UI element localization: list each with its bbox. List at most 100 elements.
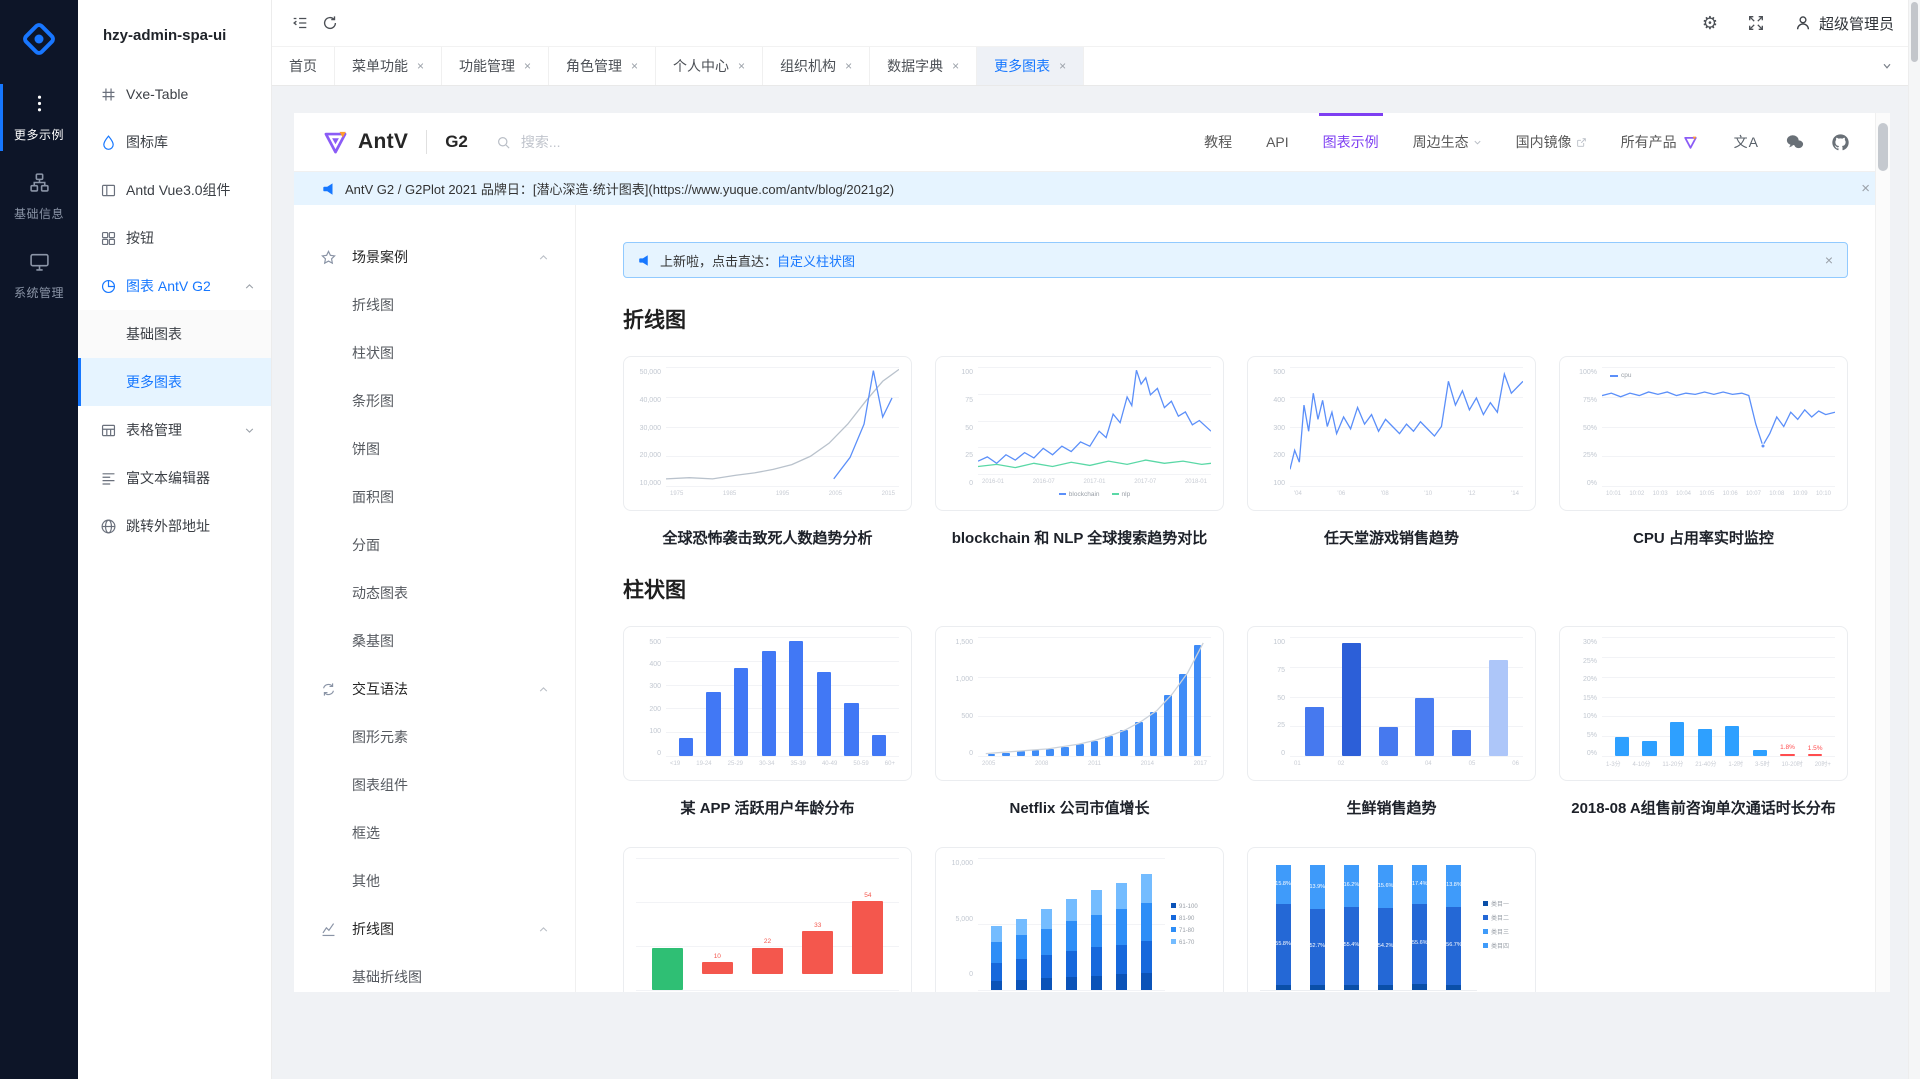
sidebar-item-antd-vue[interactable]: Antd Vue3.0组件 (78, 166, 271, 214)
sidebar-item-external-link[interactable]: 跳转外部地址 (78, 502, 271, 550)
chart-caption[interactable]: 某 APP 活跃用户年龄分布 (680, 800, 855, 817)
sidebar-item-label: 跳转外部地址 (126, 518, 210, 534)
sidebar-item-table-manage[interactable]: 表格管理 (78, 406, 271, 454)
tab-close-icon[interactable]: × (417, 59, 425, 73)
antv-menu-item-sankey[interactable]: 桑基图 (294, 617, 575, 665)
antv-nav-examples[interactable]: 图表示例 (1318, 113, 1383, 171)
tab-close-icon[interactable]: × (1059, 59, 1067, 73)
tab-close-icon[interactable]: × (952, 59, 960, 73)
chart-card[interactable]: 100 75 50 25 0 01 02 03 04 05 06 (1247, 626, 1536, 781)
tab-close-icon[interactable]: × (845, 59, 853, 73)
chart-caption[interactable]: 全球恐怖袭击致死人数趋势分析 (662, 530, 873, 547)
sidebar-item-antv-g2[interactable]: 图表 AntV G2 (78, 262, 271, 310)
collapse-sidebar-button[interactable] (285, 8, 315, 38)
sidebar-item-rich-editor[interactable]: 富文本编辑器 (78, 454, 271, 502)
antv-menu-section-line-sec[interactable]: 折线图 (294, 905, 575, 953)
sidebar-subitem-basic-charts[interactable]: 基础图表 (78, 310, 271, 358)
chart-card[interactable]: 50,000 40,000 30,000 20,000 10,000 1975 1985 19… (623, 356, 912, 511)
tab-close-icon[interactable]: × (631, 59, 639, 73)
antv-menu-item-area[interactable]: 面积图 (294, 473, 575, 521)
chart-caption[interactable]: blockchain 和 NLP 全球搜索趋势对比 (951, 530, 1208, 547)
chart-card[interactable]: 500 400 300 200 100 0 <19 19-24 25-29 30-34 35-39 4… (623, 626, 912, 781)
chart-caption[interactable]: 任天堂游戏销售趋势 (1323, 530, 1459, 547)
antv-menu-item-bar[interactable]: 条形图 (294, 377, 575, 425)
tab-func-manage[interactable]: 功能管理 × (442, 47, 550, 85)
main-area: ⚙ 超级管理员 首页 菜单功能 × 功能管理 × 角色管理 × 个人中心 × 组织机构 × 数据字典 ×… (272, 0, 1920, 1079)
sidebar-item-label: 图标库 (126, 134, 168, 150)
user-menu[interactable]: 超级管理员 (1794, 13, 1894, 34)
chart-figure: 55.8% 15.8% 52.7% 13.9% 55.4% 16.2% 54.2% 15.6%… (1247, 847, 1536, 992)
chart-caption[interactable]: CPU 占用率实时监控 (1633, 530, 1774, 547)
chart-card[interactable]: 30% 25% 20% 15% 10% 5% 0% 1.8% 1.5% 1-3分 4-10分 11-2… (1559, 626, 1848, 781)
antv-menu-item-other[interactable]: 其他 (294, 857, 575, 905)
chart-figure: 30% 25% 20% 15% 10% 5% 0% 1.8% 1.5% 1-3分 4-10分 11-2… (1559, 626, 1848, 818)
refresh-button[interactable] (315, 8, 345, 38)
antv-examples-content: 上新啦，点击直达： 自定义柱状图 × 折线图 50,000 40,000 30,000… (576, 205, 1890, 992)
banner-close-icon[interactable]: × (1861, 180, 1870, 197)
chart-card[interactable]: 100 75 50 25 0 2016-01 2016-07 2017-01 2017-07 20… (935, 356, 1224, 511)
antv-nav-api[interactable]: API (1266, 113, 1289, 171)
antv-menu-item-line[interactable]: 折线图 (294, 281, 575, 329)
rail-item-more-examples[interactable]: 更多示例 (0, 78, 78, 157)
fullscreen-button[interactable] (1741, 8, 1771, 38)
tab-profile[interactable]: 个人中心 × (656, 47, 764, 85)
chart-caption[interactable]: 2018-08 A组售前咨询单次通话时长分布 (1571, 800, 1836, 817)
chart-caption[interactable]: Netflix 公司市值增长 (1009, 800, 1150, 817)
antv-menu-item-pie[interactable]: 饼图 (294, 425, 575, 473)
chart-card[interactable]: 1,500 1,000 500 0 2005 2008 2011 2014 2017 (935, 626, 1224, 781)
rail-item-basic-info[interactable]: 基础信息 (0, 157, 78, 236)
tabs-dropdown-button[interactable] (1868, 47, 1906, 85)
antv-menu-item-brush[interactable]: 框选 (294, 809, 575, 857)
sidebar-subitem-more-charts[interactable]: 更多图表 (78, 358, 271, 406)
antv-menu-item-dynamic[interactable]: 动态图表 (294, 569, 575, 617)
github-icon[interactable] (1831, 133, 1850, 152)
tab-home[interactable]: 首页 (272, 47, 335, 85)
antv-menu-item-basic-line[interactable]: 基础折线图 (294, 953, 575, 992)
table-icon (100, 422, 117, 439)
tab-menu-func[interactable]: 菜单功能 × (335, 47, 443, 85)
tab-role-manage[interactable]: 角色管理 × (549, 47, 657, 85)
search-input[interactable] (518, 133, 689, 151)
chart-card[interactable]: 10 22 33 54 (623, 847, 912, 992)
app-logo[interactable] (0, 0, 78, 78)
scrollbar-thumb[interactable] (1911, 2, 1918, 62)
antv-product-name[interactable]: G2 (445, 132, 468, 151)
antv-menu-item-facet[interactable]: 分面 (294, 521, 575, 569)
chart-caption[interactable]: 生鲜销售趋势 (1346, 800, 1437, 817)
antv-page-scrollbar[interactable] (1875, 113, 1890, 992)
antv-menu-item-shape[interactable]: 图形元素 (294, 713, 575, 761)
antv-menu-item-column[interactable]: 柱状图 (294, 329, 575, 377)
notice-link[interactable]: 自定义柱状图 (777, 253, 856, 269)
antv-menu-item-component[interactable]: 图表组件 (294, 761, 575, 809)
chart-card[interactable]: 55.8% 15.8% 52.7% 13.9% 55.4% 16.2% 54.2% 15.6%… (1247, 847, 1536, 992)
sidebar-item-buttons[interactable]: 按钮 (78, 214, 271, 262)
antv-nav-ecosystem[interactable]: 周边生态 (1413, 113, 1482, 171)
pie-icon (100, 278, 117, 295)
chart-card[interactable]: 10,000 5,000 0 91-100 81-90 71-80 61-70 (935, 847, 1224, 992)
window-scrollbar[interactable] (1908, 0, 1920, 1079)
antv-brand[interactable]: AntV (322, 129, 408, 156)
app-title: hzy-admin-spa-ui (103, 26, 227, 44)
tab-data-dict[interactable]: 数据字典 × (870, 47, 978, 85)
translate-icon[interactable]: 文A (1733, 134, 1759, 150)
antv-menu-section-scenario[interactable]: 场景案例 (294, 233, 575, 281)
notice-close-icon[interactable]: × (1824, 252, 1833, 268)
antv-nav-products[interactable]: 所有产品 (1621, 113, 1698, 171)
antv-nav-tutorial[interactable]: 教程 (1204, 113, 1232, 171)
chart-card[interactable]: 500 400 300 200 100'04'06'08'10'12'14 (1247, 356, 1536, 511)
rail-item-system-manage[interactable]: 系统管理 (0, 236, 78, 315)
tab-more-charts[interactable]: 更多图表 × (977, 47, 1085, 85)
chart-card[interactable]: 100% 75% 50% 25% 0% cpu 10:01 10:02 10:03 10:04 10… (1559, 356, 1848, 511)
settings-gear-icon[interactable]: ⚙ (1701, 13, 1718, 33)
scrollbar-thumb[interactable] (1878, 123, 1888, 171)
banner-text[interactable]: AntV G2 / G2Plot 2021 品牌日：[潜心深造·统计图表](ht… (345, 182, 895, 197)
tab-org[interactable]: 组织机构 × (763, 47, 871, 85)
antv-menu-section-interaction[interactable]: 交互语法 (294, 665, 575, 713)
antv-search[interactable] (496, 133, 689, 151)
antv-nav-mirror[interactable]: 国内镜像 (1516, 113, 1587, 171)
sidebar-item-vxe-table[interactable]: Vxe-Table (78, 70, 271, 118)
wechat-icon[interactable] (1785, 133, 1805, 151)
tab-close-icon[interactable]: × (524, 59, 532, 73)
tab-close-icon[interactable]: × (738, 59, 746, 73)
sidebar-item-icon-lib[interactable]: 图标库 (78, 118, 271, 166)
